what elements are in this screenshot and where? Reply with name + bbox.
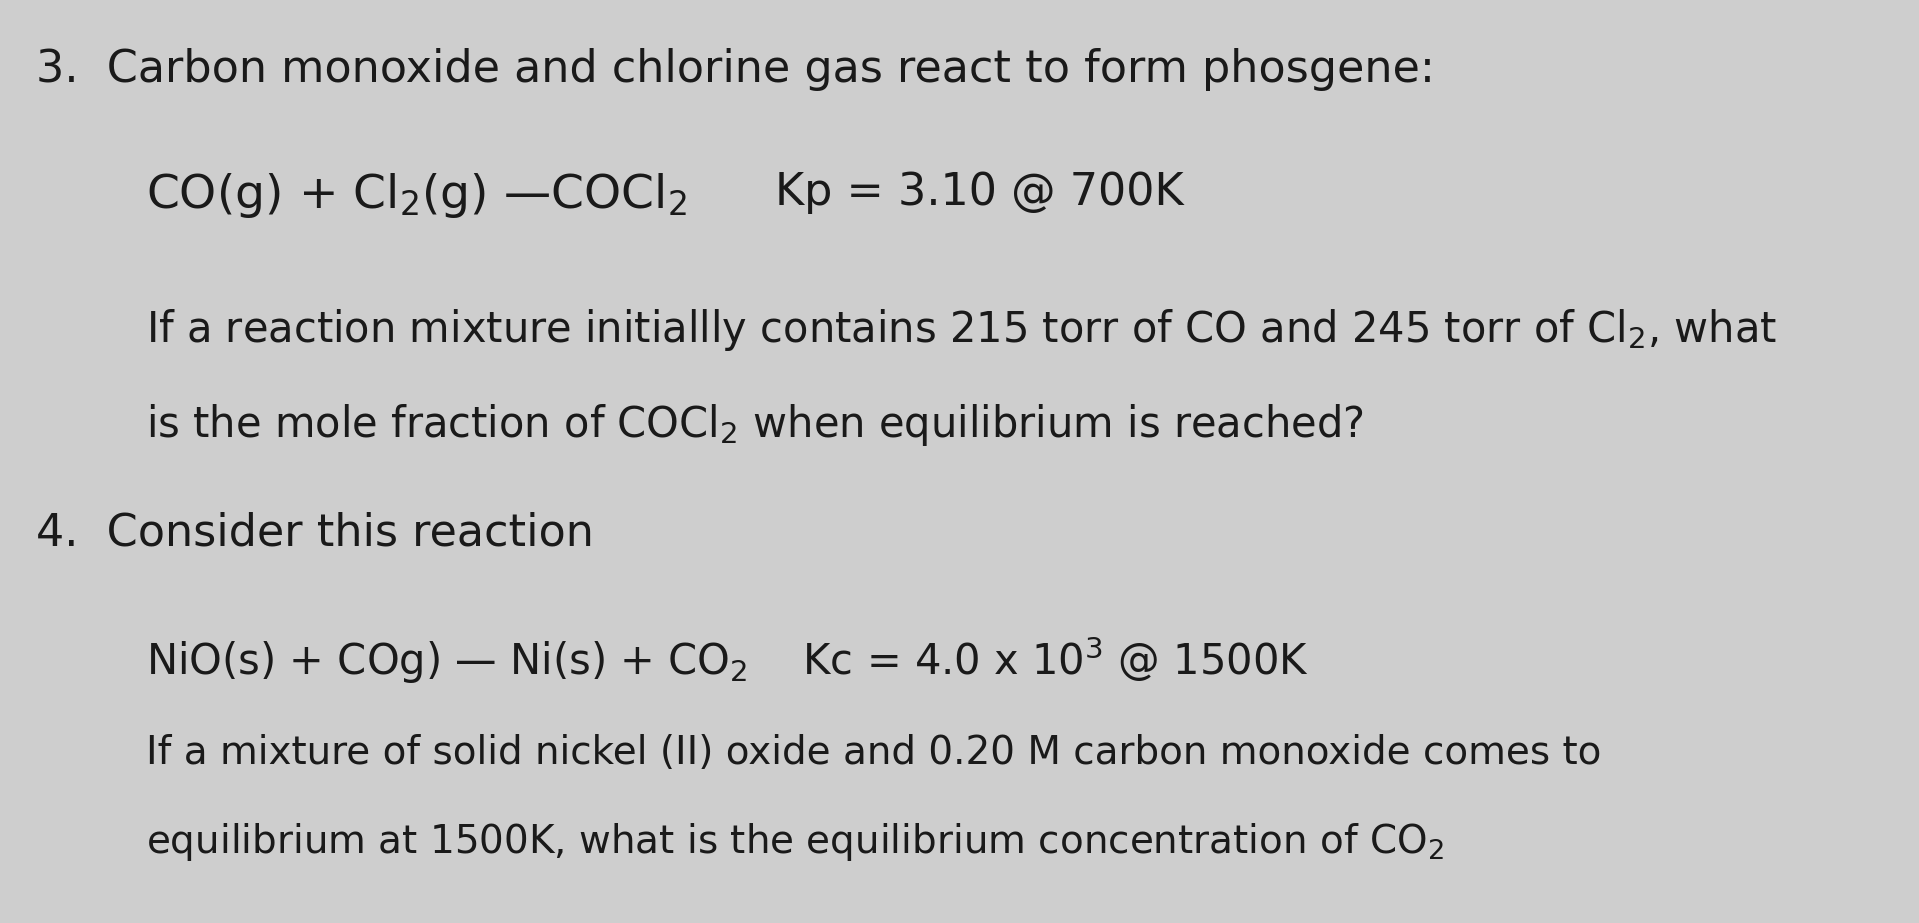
Text: If a reaction mixture initiallly contains 215 torr of CO and 245 torr of Cl$_{2}: If a reaction mixture initiallly contain… — [146, 307, 1777, 353]
Text: 3.  Carbon monoxide and chlorine gas react to form phosgene:: 3. Carbon monoxide and chlorine gas reac… — [36, 48, 1435, 90]
Text: NiO(s) + COg) — Ni(s) + CO$_{2}$    Kc = 4.0 x 10$^{3}$ @ 1500K: NiO(s) + COg) — Ni(s) + CO$_{2}$ Kc = 4.… — [146, 634, 1309, 686]
Text: CO(g) + Cl$_{2}$(g) —COCl$_{2}$: CO(g) + Cl$_{2}$(g) —COCl$_{2}$ — [146, 171, 687, 220]
Text: is the mole fraction of COCl$_{2}$ when equilibrium is reached?: is the mole fraction of COCl$_{2}$ when … — [146, 402, 1364, 449]
Text: If a mixture of solid nickel (II) oxide and 0.20 M carbon monoxide comes to: If a mixture of solid nickel (II) oxide … — [146, 734, 1600, 773]
Text: 4.  Consider this reaction: 4. Consider this reaction — [36, 511, 595, 555]
Text: equilibrium at 1500K, what is the equilibrium concentration of CO$_{2}$: equilibrium at 1500K, what is the equili… — [146, 821, 1443, 863]
Text: Kp = 3.10 @ 700K: Kp = 3.10 @ 700K — [775, 171, 1184, 213]
